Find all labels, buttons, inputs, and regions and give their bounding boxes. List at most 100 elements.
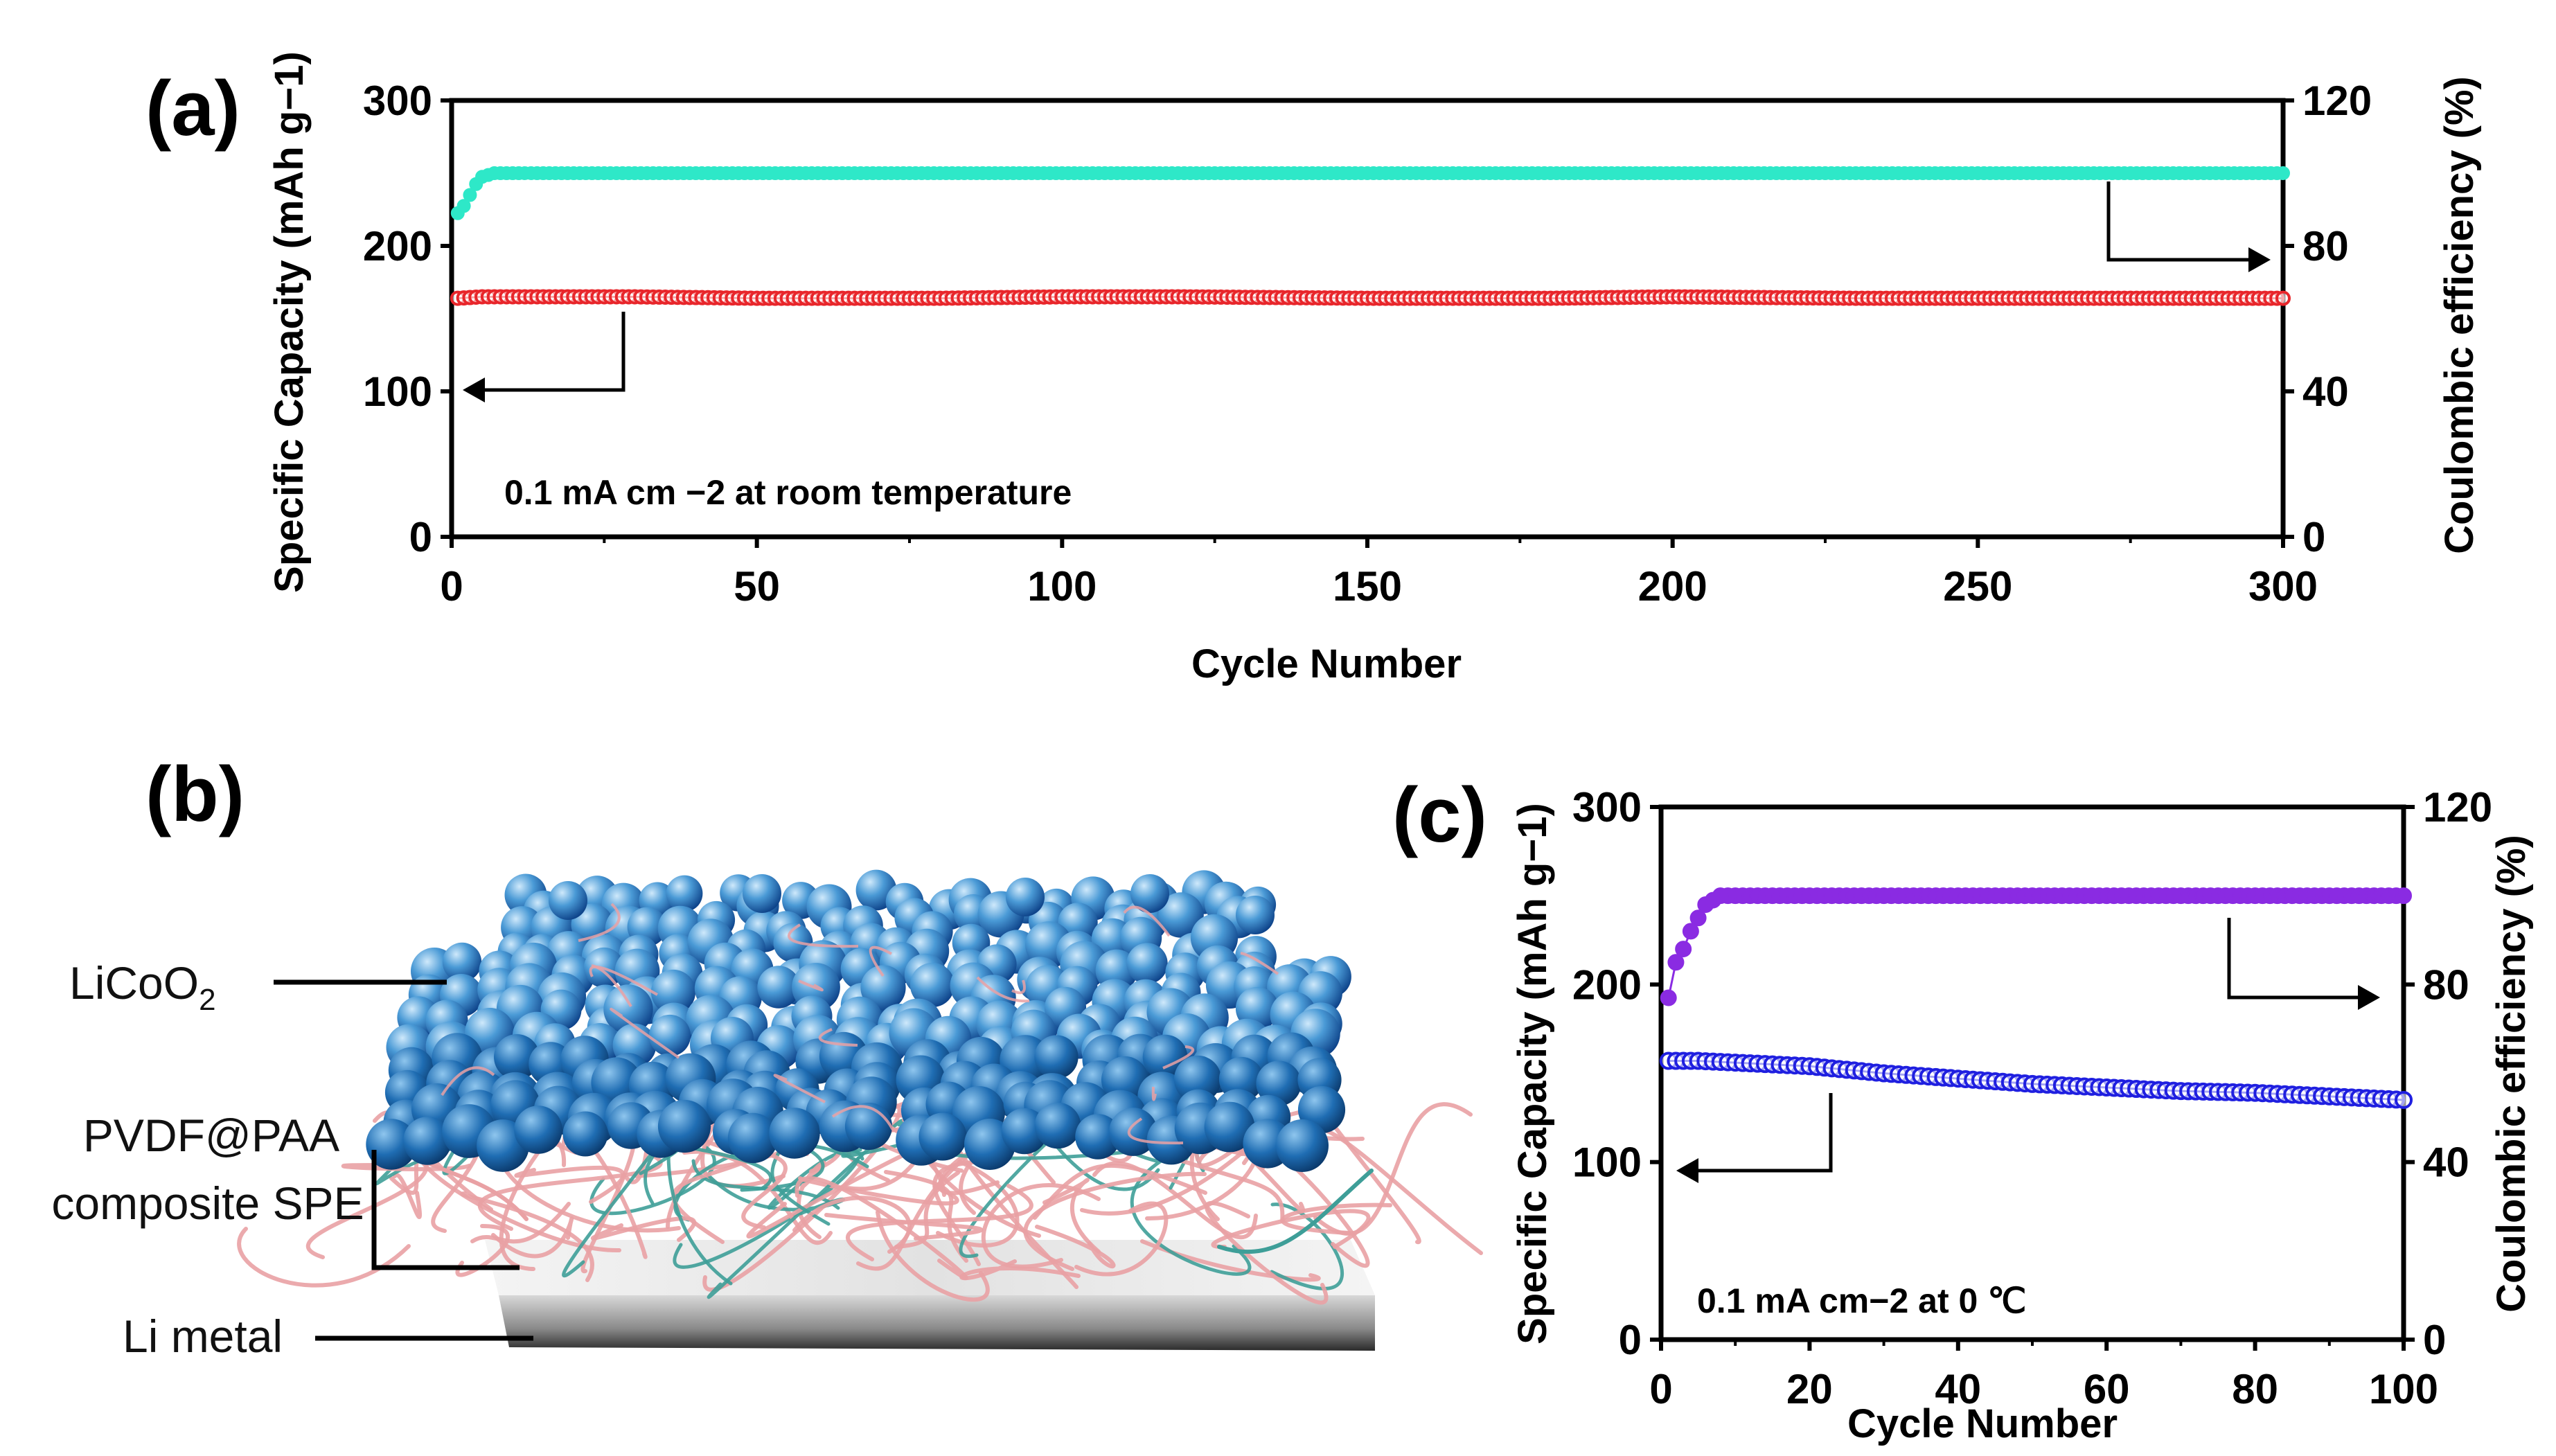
licoo2-particle [1236, 896, 1275, 934]
fiber-pink [788, 923, 859, 948]
fiber-pink [936, 1160, 1020, 1248]
licoo2-particle [1142, 1034, 1188, 1080]
fiber-pink [1240, 952, 1279, 975]
chart-c-xtick-label: 100 [2369, 1366, 2438, 1412]
fiber-pink [798, 979, 824, 992]
chart-a-ylabel-left: Specific Capacity (mAh g−1) [267, 51, 312, 593]
chart-c-ytick-right-label: 80 [2423, 961, 2469, 1008]
chart-a-annotation: 0.1 mA cm −2 at room temperature [504, 473, 1072, 512]
chart-c-ylabel-right: Coulombic efficiency (%) [2489, 835, 2534, 1313]
fiber-pink [824, 1213, 984, 1241]
chart-c-ytick-left-label: 100 [1572, 1139, 1642, 1186]
fiber-pink [741, 1148, 788, 1229]
chart-a-yticks-left: 0 100 200 300 [363, 78, 452, 560]
licoo2-particle [1109, 1108, 1157, 1156]
licoo2-particle [603, 984, 653, 1034]
li-metal-layer [485, 1240, 1375, 1351]
fiber-pink [1140, 1239, 1321, 1282]
fiber-pink [773, 1074, 826, 1103]
fiber-pink [976, 976, 1030, 1003]
fiber-teal [1130, 1159, 1252, 1276]
licoo2-particle [1034, 1035, 1079, 1079]
licoo2-particle [1276, 1119, 1329, 1172]
chart-a-arrow-right [2106, 181, 2271, 272]
licoo2-particle [757, 966, 800, 1009]
licoo2-particle [562, 1111, 608, 1157]
chart-a-ytick-left-label: 300 [363, 78, 432, 124]
chart-c-coulombic-point [2395, 887, 2412, 905]
licoo2-particle [657, 1099, 711, 1153]
cathode-subscript: 2 [199, 983, 215, 1017]
licoo2-particle [860, 965, 906, 1011]
licoo2-particle [1256, 1060, 1302, 1106]
licoo2-particle [1130, 874, 1169, 913]
chart-a-xtick-label: 50 [734, 563, 780, 610]
chart-a-xticks: 0 50 100 150 200 250 300 [440, 537, 2318, 610]
layer-label-cathode: LiCoO2 [69, 957, 447, 1017]
anode-label: Li metal [123, 1311, 283, 1362]
fiber-pink [1035, 1225, 1116, 1269]
licoo2-particle [1158, 892, 1204, 938]
layer-label-anode: Li metal [123, 1311, 533, 1362]
chart-c-xtick-label: 60 [2084, 1366, 2130, 1412]
chart-a-series-coulombic [450, 166, 2290, 220]
diagram-b: (b) LiCoO2 PVDF@PAA composite SPE Li met… [51, 751, 1483, 1362]
fiber-pink [477, 1154, 663, 1231]
licoo2-particle [1204, 1101, 1255, 1153]
panel-label-b: (b) [145, 751, 245, 837]
fiber-pink [514, 1165, 625, 1204]
fiber-teal [707, 1119, 904, 1299]
chart-a-frame [449, 98, 2286, 540]
licoo2-particle [844, 1102, 893, 1151]
chart-a-ytick-left-label: 100 [363, 369, 432, 415]
fiber-pink [590, 1216, 697, 1242]
chart-a-yticks-right: 0 40 80 120 [2283, 78, 2372, 560]
fiber-pink [1280, 1202, 1392, 1235]
chart-c-xticks: 0 20 40 60 80 100 [1649, 1340, 2438, 1412]
fiber-pink [610, 1007, 680, 1059]
fiber-pink [491, 1216, 574, 1259]
licoo2-particle [549, 881, 587, 920]
chart-c-ytick-right-label: 0 [2423, 1317, 2446, 1363]
electrolyte-label-line1: PVDF@PAA [83, 1110, 339, 1161]
fiber-pink [798, 1176, 959, 1206]
chart-c-ytick-right-label: 40 [2423, 1139, 2469, 1186]
chart-c-arrow-right [2227, 918, 2380, 1010]
fiber-pink [1123, 905, 1171, 937]
panel-label-a: (a) [145, 65, 240, 152]
fiber-pink [797, 1160, 826, 1239]
licoo2-particle [1173, 1055, 1222, 1103]
fiber-pink [1074, 1201, 1169, 1277]
fiber-pink [795, 1176, 968, 1280]
chart-a-ytick-left-label: 0 [409, 514, 432, 560]
panel-label-c: (c) [1392, 772, 1487, 858]
fiber-pink [1151, 1086, 1157, 1101]
chart-c-series-capacity [1659, 1051, 2413, 1109]
licoo2-particle [650, 969, 696, 1015]
fiber-pink [237, 1227, 411, 1288]
cathode-particles [366, 869, 1351, 1172]
licoo2-particle [366, 1119, 417, 1170]
licoo2-particle [514, 1106, 562, 1154]
chart-a-ytick-left-label: 200 [363, 223, 432, 269]
fiber-pink [869, 945, 892, 977]
chart-a-capacity-point [2275, 290, 2291, 306]
chart-a-ytick-right-label: 120 [2302, 78, 2372, 124]
licoo2-particle [769, 1108, 820, 1159]
chart-c-yticks-right: 0 40 80 120 [2404, 784, 2492, 1363]
svg-text:LiCoO2: LiCoO2 [69, 957, 216, 1017]
fiber-pink [589, 965, 658, 996]
licoo2-particle [666, 875, 703, 912]
chart-a-ytick-right-label: 0 [2302, 514, 2325, 560]
fiber-teal [1270, 1202, 1344, 1290]
fiber-teal [1217, 1169, 1374, 1254]
licoo2-particle [494, 1034, 540, 1080]
fiber-pink [1152, 1150, 1285, 1223]
fiber-pink [876, 1210, 990, 1302]
fiber-teal [673, 1156, 860, 1269]
chart-c-ytick-right-label: 120 [2423, 784, 2492, 831]
chart-a-xtick-label: 300 [2248, 563, 2318, 610]
licoo2-particle [1218, 1056, 1264, 1102]
fiber-pink [393, 1173, 423, 1219]
chart-a-xlabel: Cycle Number [1191, 641, 1462, 686]
